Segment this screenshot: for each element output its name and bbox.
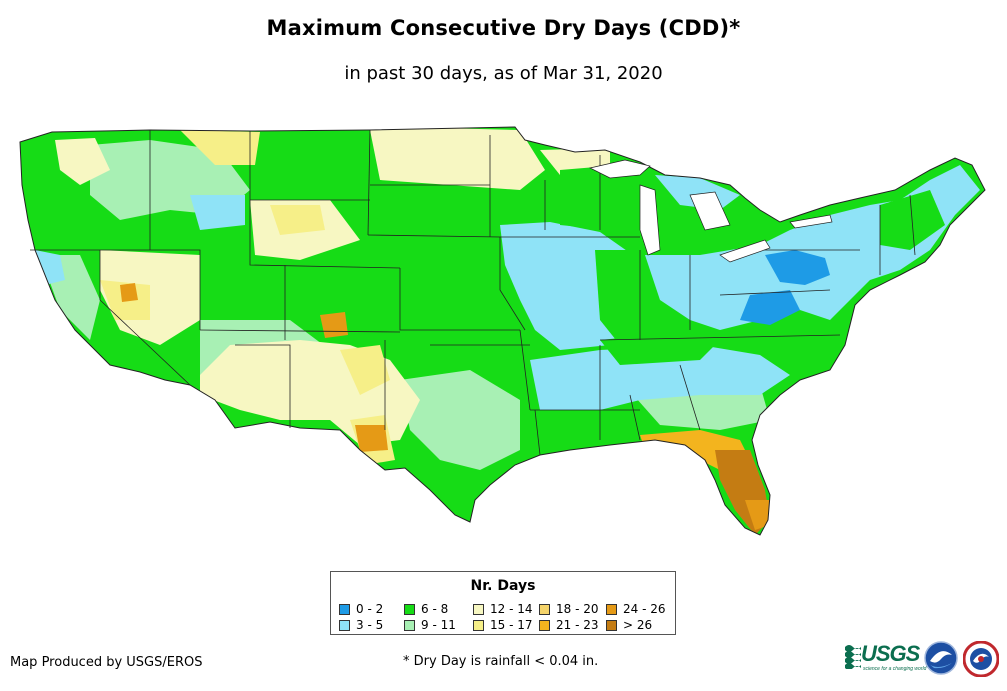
region-6-8 [595, 250, 645, 345]
usgs-wave-icon [845, 645, 861, 669]
legend-item: 12 - 14 [473, 602, 533, 616]
legend-label: 18 - 20 [556, 602, 599, 616]
region-12-14 [370, 128, 545, 190]
lake-ontario [789, 214, 833, 229]
legend-swatch [606, 619, 617, 631]
legend-label: 24 - 26 [623, 602, 666, 616]
us-outline [19, 126, 986, 536]
region-24-26 [320, 312, 348, 338]
region-6-8 [600, 330, 720, 365]
lake-michigan [639, 184, 661, 256]
legend-item: 0 - 2 [339, 602, 383, 616]
map-credit: Map Produced by USGS/EROS [10, 655, 203, 670]
legend-item: 9 - 11 [404, 618, 456, 632]
region-3-5 [530, 345, 790, 410]
dry-day-footnote: * Dry Day is rainfall < 0.04 in. [403, 654, 599, 669]
legend-item: 24 - 26 [606, 602, 666, 616]
region-15-17 [270, 205, 325, 235]
legend-swatch [473, 619, 484, 631]
legend-item: 18 - 20 [539, 602, 599, 616]
state-boundaries [30, 129, 916, 456]
legend-label: 12 - 14 [490, 602, 533, 616]
legend-swatch [339, 619, 350, 631]
usgs-logo: USGS science for a changing world [845, 641, 926, 677]
legend-swatch [339, 603, 350, 615]
legend-item: 3 - 5 [339, 618, 383, 632]
region-24-26 [745, 500, 770, 530]
nws-logo [962, 640, 1000, 678]
legend-swatch [606, 603, 617, 615]
region-0-2 [740, 290, 800, 325]
legend-label: 21 - 23 [556, 618, 599, 632]
legend-label: 9 - 11 [421, 618, 456, 632]
noaa-emblem-icon [924, 641, 958, 675]
legend-label: 3 - 5 [356, 618, 384, 632]
legend-item: 15 - 17 [473, 618, 533, 632]
region-24-26 [120, 283, 138, 302]
noaa-logo [924, 641, 958, 675]
legend-title: Nr. Days [470, 578, 536, 594]
map-subtitle: in past 30 days, as of Mar 31, 2020 [344, 63, 663, 84]
legend-item: 6 - 8 [404, 602, 448, 616]
usgs-wordmark: USGS [861, 641, 920, 666]
region-15-17 [180, 130, 260, 165]
legend-swatch [404, 603, 415, 615]
legend-label: > 26 [623, 618, 653, 632]
lake-superior [588, 159, 651, 179]
region-6-8 [880, 190, 945, 250]
great-lakes [588, 159, 833, 263]
us-dry-days-map [19, 126, 986, 536]
usgs-tagline: science for a changing world [863, 666, 927, 672]
legend: Nr. Days 0 - 2 3 - 5 6 - 8 9 - 11 12 - 1… [330, 571, 676, 635]
map-title: Maximum Consecutive Dry Days (CDD)* [266, 16, 741, 40]
legend-swatch [539, 603, 550, 615]
legend-swatch [473, 603, 484, 615]
legend-item: 21 - 23 [539, 618, 599, 632]
nws-emblem-icon [962, 640, 1000, 678]
legend-swatch [539, 619, 550, 631]
legend-label: 0 - 2 [356, 602, 384, 616]
region-12-14 [55, 138, 110, 185]
lake-huron [689, 191, 731, 231]
lake-erie [719, 239, 771, 263]
legend-label: 15 - 17 [490, 618, 533, 632]
legend-item: > 26 [606, 618, 652, 632]
region-15-17 [340, 345, 390, 395]
region-3-5 [190, 195, 245, 230]
legend-label: 6 - 8 [421, 602, 449, 616]
region-9-11 [400, 370, 520, 470]
region-24-26 [355, 425, 388, 452]
region-0-2 [765, 250, 830, 285]
map-area [19, 126, 986, 536]
legend-swatch [404, 619, 415, 631]
